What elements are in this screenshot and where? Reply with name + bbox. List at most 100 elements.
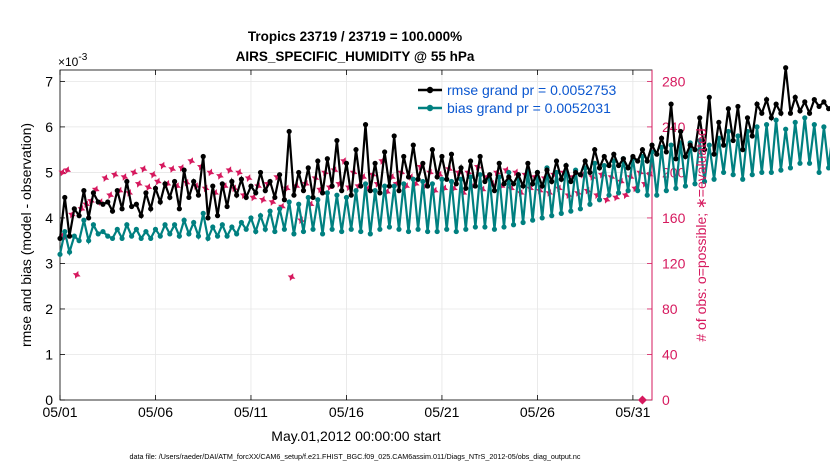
bias-point bbox=[253, 228, 259, 235]
bias-point bbox=[62, 228, 68, 235]
rmse-point bbox=[730, 137, 736, 144]
obs-count-marker bbox=[602, 195, 611, 204]
bias-point bbox=[334, 192, 340, 198]
bias-point bbox=[119, 235, 125, 242]
obs-count-marker bbox=[287, 273, 296, 281]
rmse-point bbox=[663, 149, 669, 155]
bias-point bbox=[205, 235, 211, 242]
obs-count-marker bbox=[120, 173, 129, 181]
bias-point bbox=[214, 233, 221, 239]
bias-point bbox=[310, 226, 316, 232]
rmse-point bbox=[735, 103, 741, 110]
rmse-point bbox=[410, 142, 416, 148]
rmse-point bbox=[501, 181, 507, 187]
obs-count-marker bbox=[278, 202, 286, 211]
bias-point bbox=[248, 215, 254, 221]
bias-point bbox=[133, 226, 139, 232]
rmse-point bbox=[224, 203, 230, 210]
rmse-point bbox=[725, 106, 731, 112]
obs-count-marker bbox=[130, 168, 138, 177]
rmse-point bbox=[744, 115, 751, 121]
rmse-point bbox=[515, 172, 521, 178]
obs-count-marker bbox=[335, 179, 344, 188]
rmse-point bbox=[171, 178, 178, 185]
rmse-point bbox=[90, 190, 97, 196]
bias-point bbox=[343, 194, 350, 201]
rmse-point bbox=[310, 194, 316, 201]
bias-point bbox=[300, 228, 307, 235]
bias-point bbox=[539, 215, 545, 221]
obs-count-marker bbox=[249, 193, 258, 202]
rmse-point bbox=[658, 135, 665, 141]
series-layer bbox=[57, 65, 830, 405]
bias-point bbox=[262, 226, 268, 232]
rmse-point bbox=[544, 167, 550, 173]
bias-point bbox=[157, 233, 163, 239]
bias-point bbox=[281, 226, 287, 232]
bias-point bbox=[124, 222, 130, 228]
rmse-point bbox=[453, 181, 459, 187]
x-tick-label: 05/01 bbox=[42, 404, 77, 420]
rmse-point bbox=[601, 153, 607, 160]
bias-point bbox=[391, 183, 397, 189]
bias-point bbox=[592, 160, 598, 166]
rmse-point bbox=[124, 178, 130, 185]
bias-point bbox=[415, 226, 421, 232]
bias-point bbox=[81, 217, 87, 223]
bias-point bbox=[721, 169, 727, 176]
rmse-point bbox=[434, 174, 440, 180]
bias-point bbox=[405, 228, 412, 235]
obs-count-marker bbox=[598, 170, 606, 179]
bias-point bbox=[596, 197, 603, 203]
obs-count-marker bbox=[340, 157, 348, 165]
legend: rmse grand pr = 0.0052753 bias grand pr =… bbox=[418, 82, 616, 116]
rmse-point bbox=[66, 233, 73, 239]
rmse-point bbox=[253, 190, 259, 196]
rmse-point bbox=[577, 172, 583, 178]
bias-point bbox=[811, 122, 817, 128]
rmse-point bbox=[425, 183, 431, 189]
x-axis: 05/01 05/06 05/11 05/16 05/21 05/26 05/31 bbox=[42, 70, 651, 420]
rmse-point bbox=[429, 147, 435, 153]
rmse-point bbox=[530, 181, 536, 187]
obs-count-marker bbox=[383, 187, 391, 196]
rmse-point bbox=[558, 176, 564, 182]
bias-point bbox=[701, 178, 708, 185]
obs-count-marker bbox=[177, 164, 186, 172]
obs-count-marker bbox=[173, 182, 181, 190]
bias-point bbox=[291, 231, 297, 237]
rmse-point bbox=[816, 103, 822, 110]
bias-point bbox=[105, 233, 111, 239]
y-right-tick-label: 40 bbox=[662, 346, 678, 362]
bias-point bbox=[358, 228, 364, 235]
bias-point bbox=[472, 224, 478, 230]
rmse-point bbox=[181, 167, 187, 173]
rmse-point bbox=[272, 194, 278, 201]
y-left-tick-label: 1 bbox=[45, 346, 53, 362]
bias-point bbox=[372, 188, 378, 194]
y-left-tick-label: 2 bbox=[45, 301, 53, 317]
rmse-point bbox=[797, 108, 803, 114]
rmse-point bbox=[243, 194, 249, 201]
obs-count-marker bbox=[612, 193, 621, 202]
rmse-point bbox=[339, 188, 345, 194]
bias-point bbox=[439, 176, 445, 182]
bias-point bbox=[568, 208, 574, 214]
obs-count-marker bbox=[68, 210, 76, 219]
rmse-point bbox=[649, 142, 655, 148]
obs-count-marker bbox=[621, 191, 630, 200]
bias-point bbox=[66, 249, 73, 255]
bias-point bbox=[558, 210, 564, 216]
bias-point bbox=[434, 228, 440, 235]
bias-point bbox=[76, 238, 82, 244]
rmse-point bbox=[167, 194, 173, 201]
obs-count-marker bbox=[364, 184, 372, 193]
bias-point bbox=[706, 142, 712, 148]
bias-point bbox=[549, 213, 555, 219]
bias-point bbox=[162, 222, 168, 228]
bias-point bbox=[501, 224, 507, 230]
obs-count-marker bbox=[345, 183, 353, 192]
obs-count-marker bbox=[244, 174, 253, 182]
rmse-point bbox=[496, 160, 502, 166]
obs-count-marker bbox=[435, 170, 444, 179]
